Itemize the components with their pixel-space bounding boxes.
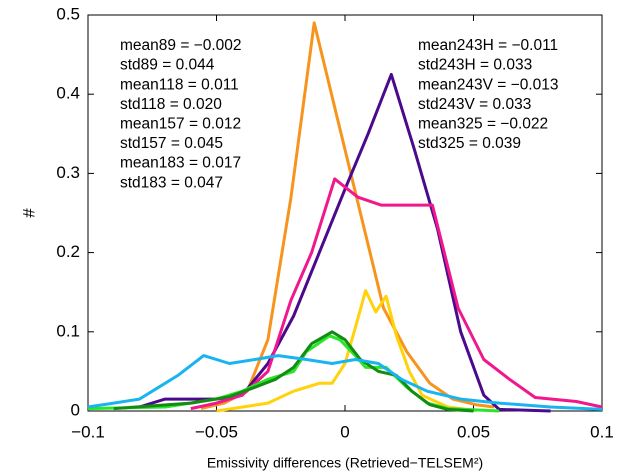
annotation: mean243V = −0.013 xyxy=(418,76,558,93)
annotation: std243V = 0.033 xyxy=(418,96,531,113)
x-tick-label: 0.05 xyxy=(457,422,490,441)
y-axis-title: # xyxy=(19,208,38,218)
y-tick-label: 0.5 xyxy=(56,4,80,23)
y-tick-label: 0.1 xyxy=(56,321,80,340)
annotation: mean157 = 0.012 xyxy=(120,115,241,132)
x-tick-label: −0.1 xyxy=(71,422,105,441)
y-tick-label: 0.3 xyxy=(56,163,80,182)
annotation: std325 = 0.039 xyxy=(418,135,521,152)
plot-frame xyxy=(87,14,603,412)
annotation: mean243H = −0.011 xyxy=(418,37,558,54)
annotation: mean118 = 0.011 xyxy=(120,76,239,93)
series-line xyxy=(190,177,603,411)
annotation: std118 = 0.020 xyxy=(120,96,222,113)
annotation: std89 = 0.044 xyxy=(120,57,215,74)
y-tick-label: 0.2 xyxy=(56,242,80,261)
annotation: std183 = 0.047 xyxy=(120,174,223,191)
annotation: mean325 = −0.022 xyxy=(418,115,548,132)
series-line xyxy=(87,354,603,411)
x-tick-label: 0.1 xyxy=(590,422,614,441)
y-tick-label: 0.4 xyxy=(56,84,80,103)
x-tick-label: −0.05 xyxy=(195,422,238,441)
annotation: std243H = 0.033 xyxy=(418,57,532,74)
series-line xyxy=(87,334,500,413)
y-tick-label: 0 xyxy=(71,400,80,419)
x-axis-title: Emissivity differences (Retrieved−TELSEM… xyxy=(207,455,483,471)
annotation: mean183 = 0.017 xyxy=(120,155,241,172)
x-tick-label: 0 xyxy=(340,422,349,441)
series-line xyxy=(113,330,474,413)
annotation: mean89 = −0.002 xyxy=(120,37,242,54)
annotation: std157 = 0.045 xyxy=(120,135,223,152)
